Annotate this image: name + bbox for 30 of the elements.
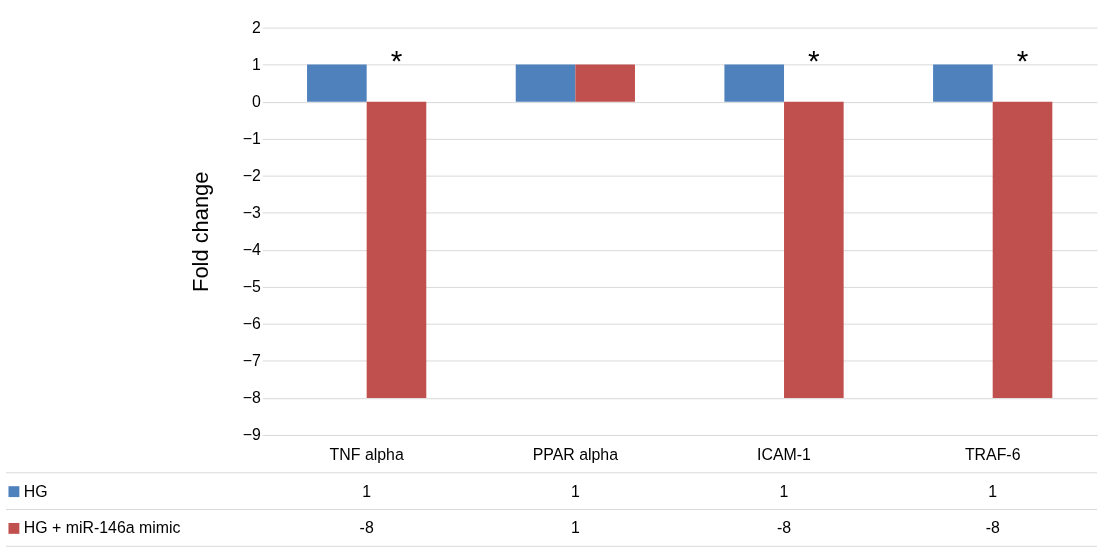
data-label: -8 (359, 519, 374, 537)
data-label: -8 (985, 519, 1000, 537)
data-label: -8 (776, 519, 792, 537)
annotation: * (808, 43, 821, 77)
y-tick-label: 1 (252, 56, 261, 74)
y-tick-label: −4 (242, 241, 262, 259)
y-tick-label: −6 (242, 315, 262, 333)
y-tick-label: −3 (242, 204, 262, 222)
y-tick-label: −7 (242, 352, 262, 370)
legend-label: HG + miR-146a mimic (23, 519, 181, 537)
data-label: 1 (570, 482, 580, 500)
y-axis-title: Fold change (187, 171, 213, 292)
y-tick-label: −9 (242, 426, 262, 444)
annotation: * (390, 43, 403, 77)
data-label: 1 (988, 482, 998, 500)
annotation: * (1016, 43, 1029, 77)
y-tick-label: −5 (242, 278, 262, 296)
x-tick-label: ICAM-1 (757, 446, 812, 464)
y-tick-label: −1 (242, 130, 262, 148)
y-tick-label: −8 (242, 389, 262, 407)
data-label: 1 (570, 519, 580, 537)
x-tick-label: PPAR alpha (532, 446, 619, 464)
y-tick-label: 0 (252, 93, 261, 111)
x-tick-label: TNF alpha (329, 446, 404, 464)
legend-label: HG (23, 482, 48, 500)
x-tick-label: TRAF-6 (964, 446, 1021, 464)
data-label: 1 (779, 482, 789, 500)
y-tick-label: −2 (242, 167, 262, 185)
y-tick-label: 2 (252, 19, 261, 37)
data-label: 1 (362, 482, 372, 500)
